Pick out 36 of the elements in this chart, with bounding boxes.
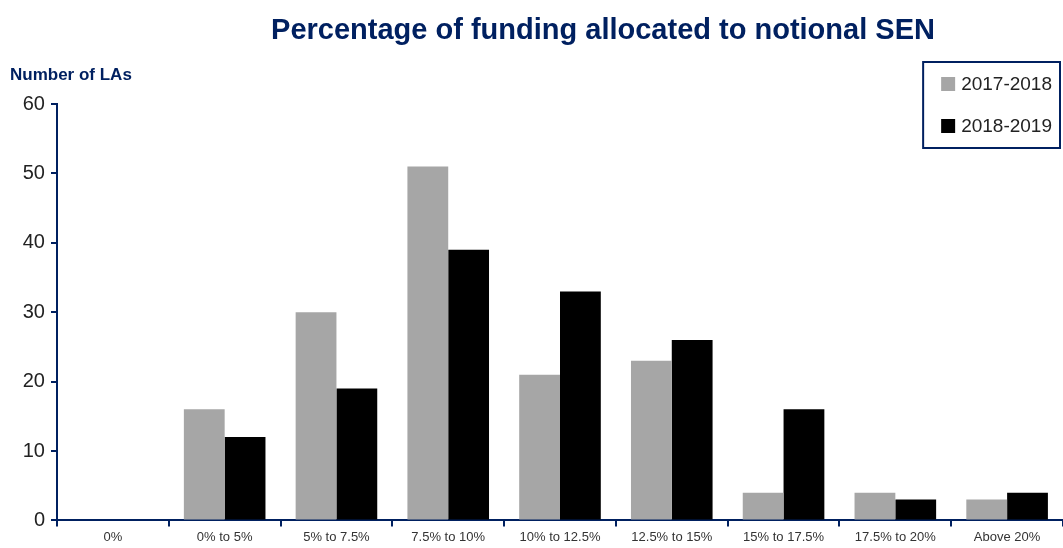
y-tick-label: 10 [22,438,45,461]
chart-title: Percentage of funding allocated to notional SEN [271,13,935,45]
bar [1007,492,1048,520]
y-tick-label: 0 [33,507,45,530]
x-tick-label: 7.5% to 10% [411,528,486,544]
y-tick-label: 50 [22,160,45,183]
x-tick-label: 5% to 7.5% [303,528,371,544]
x-tick-label: 10% to 12.5% [519,528,601,544]
x-tick-label: 15% to 17.5% [743,528,825,544]
y-tick-label: 60 [22,91,45,114]
bar [742,492,784,520]
bar [854,492,896,520]
x-tick-label: 12.5% to 15% [631,528,713,544]
bar [336,388,378,520]
bar [183,409,225,520]
bar [671,339,713,520]
bar [783,409,825,520]
y-axis-title: Number of LAs [10,64,132,84]
bar [407,166,449,520]
bar [519,374,560,520]
bar [560,291,601,520]
bar [224,437,266,520]
bar [630,360,672,520]
x-tick-label: Above 20% [973,528,1041,544]
x-tick-label: 0% to 5% [196,528,253,544]
x-tick-label: 0% [103,528,123,544]
y-tick-label: 30 [22,299,45,322]
x-tick-label: 17.5% to 20% [854,528,937,544]
bar [295,312,337,520]
legend-label: 2018-2019 [961,115,1053,137]
bar [966,499,1008,520]
bar [895,499,937,520]
y-tick-label: 40 [22,230,45,253]
bar [448,249,490,520]
legend-label: 2017-2018 [961,73,1053,95]
y-tick-label: 20 [22,369,45,392]
